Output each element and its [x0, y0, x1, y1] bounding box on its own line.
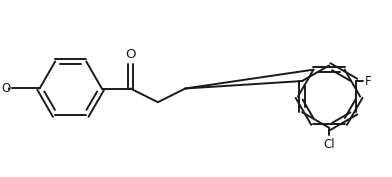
Text: O: O: [125, 48, 136, 61]
Text: F: F: [365, 75, 371, 88]
Text: Cl: Cl: [323, 138, 335, 151]
Text: O: O: [1, 82, 10, 95]
